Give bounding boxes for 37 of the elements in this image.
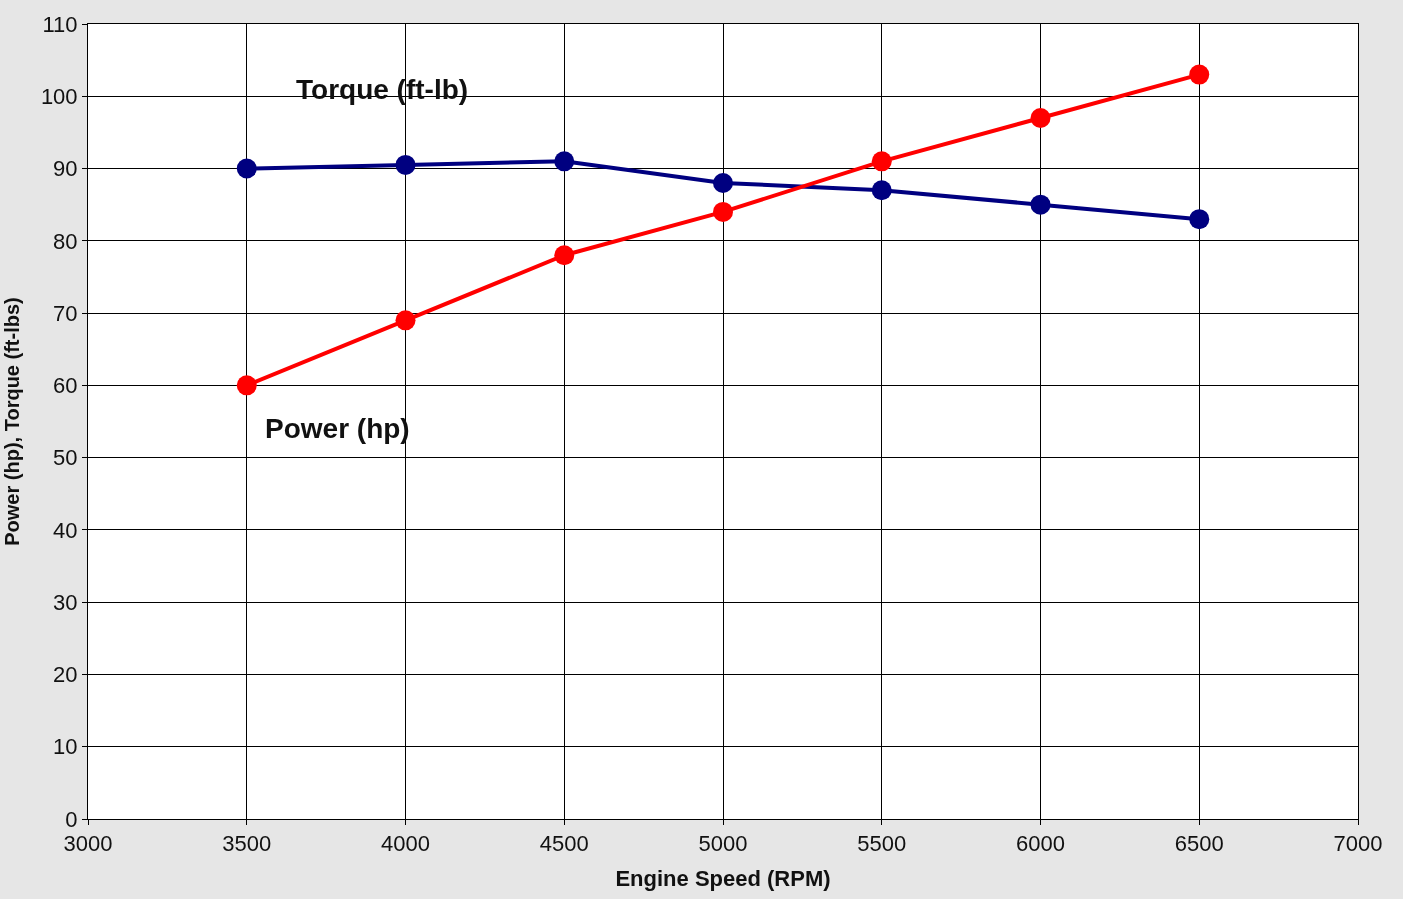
x-tick-label: 6000 <box>1016 831 1065 857</box>
point <box>236 158 257 179</box>
y-tick-label: 20 <box>53 662 78 688</box>
y-tick-label: 0 <box>65 806 78 832</box>
point <box>713 173 733 193</box>
x-tick-label: 3500 <box>222 831 272 857</box>
y-tick-label: 30 <box>53 589 78 615</box>
y-tick-label: 40 <box>53 517 78 543</box>
x-axis-title: Engine Speed (RPM) <box>615 866 831 892</box>
point <box>871 180 892 201</box>
y-tick-label: 70 <box>53 300 78 326</box>
x-tick-label: 5500 <box>857 831 907 857</box>
point <box>1189 209 1210 230</box>
y-tick-label: 50 <box>53 445 78 471</box>
x-tick-label: 7000 <box>1333 831 1383 857</box>
point <box>1030 194 1051 215</box>
y-tick-label: 110 <box>42 11 78 37</box>
x-tick-label: 4500 <box>539 831 589 857</box>
y-tick-label: 10 <box>53 734 78 760</box>
x-tick-label: 4000 <box>381 831 430 857</box>
y-axis-title: Power (hp), Torque (ft-lbs) <box>1 297 24 546</box>
point <box>1189 64 1210 85</box>
point <box>713 201 733 222</box>
point <box>1030 107 1051 128</box>
point <box>236 375 257 396</box>
x-tick-label: 3000 <box>63 831 113 857</box>
point <box>395 310 416 331</box>
point <box>554 151 575 172</box>
point <box>871 151 892 172</box>
y-tick-label: 60 <box>53 373 78 399</box>
y-tick-label: 90 <box>53 156 78 182</box>
point <box>395 154 416 175</box>
x-tick-label: 6500 <box>1174 831 1224 857</box>
y-tick-label: 80 <box>53 228 78 254</box>
x-tick-label: 5000 <box>698 831 748 857</box>
y-tick-label: 100 <box>40 83 78 109</box>
point <box>554 245 575 266</box>
